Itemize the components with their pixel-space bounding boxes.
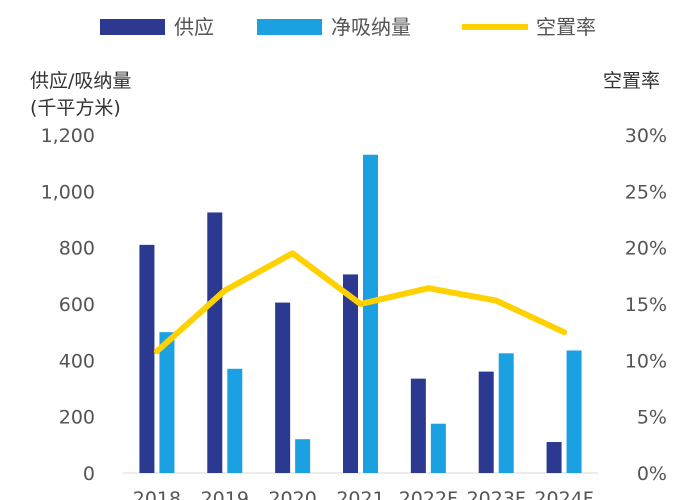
right-axis-ticks: 0% 5% 10% 15% 20% 25% 30% <box>625 125 667 485</box>
y-tick-label: 1,200 <box>41 125 95 147</box>
y-tick-label: 400 <box>59 350 95 372</box>
y2-tick-label: 25% <box>625 181 667 203</box>
y-tick-label: 800 <box>59 238 95 260</box>
legend-label-vacancy: 空置率 <box>536 15 596 39</box>
y-tick-label: 600 <box>59 294 95 316</box>
bars-group <box>139 154 582 474</box>
y2-tick-label: 30% <box>625 125 667 147</box>
x-tick-label: 2022F <box>399 488 458 500</box>
bar-supply <box>275 302 291 473</box>
bar-absorption <box>227 368 243 473</box>
vacancy-point <box>223 288 227 292</box>
legend-swatch-absorption <box>257 19 322 35</box>
bar-supply <box>207 212 223 474</box>
left-axis-title: 供应/吸纳量 <box>30 70 131 92</box>
y-tick-label: 1,000 <box>41 181 95 203</box>
y2-tick-label: 0% <box>637 463 667 485</box>
x-tick-label: 2020 <box>268 488 316 500</box>
x-tick-label: 2021 <box>336 488 384 500</box>
bar-supply <box>478 371 494 473</box>
bar-absorption <box>363 154 378 473</box>
y2-tick-label: 10% <box>625 350 667 372</box>
x-tick-label: 2023F <box>467 488 526 500</box>
legend-label-absorption: 净吸纳量 <box>331 15 411 39</box>
bar-absorption <box>430 423 446 473</box>
legend: 供应 净吸纳量 空置率 <box>100 15 596 39</box>
x-tick-label: 2018 <box>133 488 181 500</box>
legend-swatch-supply <box>100 19 165 35</box>
vacancy-point <box>494 299 498 303</box>
left-axis-unit: (千平方米) <box>30 97 121 119</box>
vacancy-point <box>359 302 362 306</box>
y-tick-label: 0 <box>83 463 95 485</box>
bar-absorption <box>566 350 582 473</box>
bar-supply <box>410 378 426 473</box>
bar-supply <box>343 274 358 473</box>
legend-label-supply: 供应 <box>174 15 214 39</box>
bar-absorption <box>295 439 311 473</box>
x-axis-ticks: 2018 2019 2020 2021 2022F 2023F 2024F <box>133 488 594 500</box>
vacancy-point <box>562 330 566 334</box>
vacancy-point <box>291 251 295 255</box>
right-axis-title: 空置率 <box>603 70 660 92</box>
bar-absorption <box>159 332 175 473</box>
x-tick-label: 2024F <box>534 488 593 500</box>
bar-absorption <box>498 353 514 473</box>
y2-tick-label: 15% <box>625 294 667 316</box>
y2-tick-label: 5% <box>637 407 667 429</box>
bar-supply <box>139 244 155 473</box>
left-axis-ticks: 0 200 400 600 800 1,000 1,200 <box>41 125 95 485</box>
bar-supply <box>546 442 562 473</box>
vacancy-point <box>155 349 159 353</box>
y-tick-label: 200 <box>59 407 95 429</box>
y2-tick-label: 20% <box>625 238 667 260</box>
x-tick-label: 2019 <box>201 488 249 500</box>
vacancy-line-group <box>153 250 568 355</box>
vacancy-point <box>426 286 430 290</box>
